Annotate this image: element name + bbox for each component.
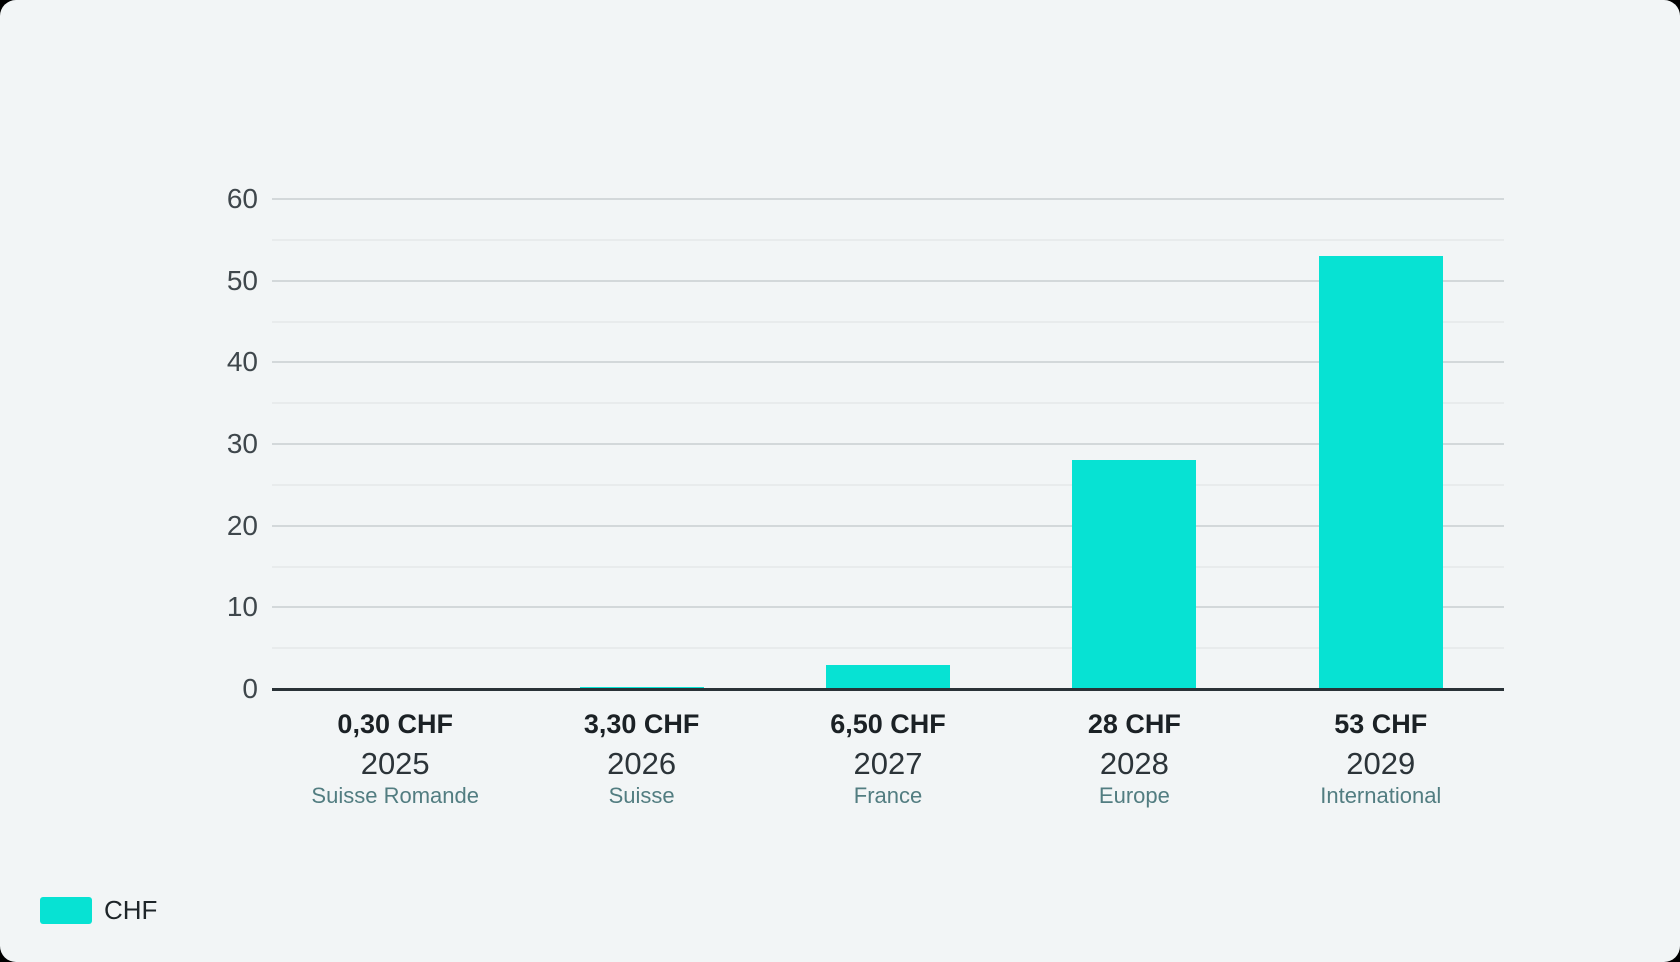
year-label: 2026 xyxy=(607,746,677,781)
y-tick-label-60: 60 xyxy=(226,183,258,214)
major-gridline-50 xyxy=(272,279,1504,282)
major-gridline-60 xyxy=(272,198,1504,200)
y-tick-label-30: 30 xyxy=(226,428,258,459)
x-label-2027: 6,50 CHF 2027 France xyxy=(765,706,1011,810)
region-label: Europe xyxy=(1098,783,1170,808)
year-label: 2028 xyxy=(1099,746,1169,781)
y-tick-label-10: 10 xyxy=(226,591,258,623)
region-label: International xyxy=(1320,783,1442,808)
y-tick-label-40: 40 xyxy=(226,346,258,378)
x-label-2026: 3,30 CHF 2026 Suisse xyxy=(518,706,764,810)
legend-label: CHF xyxy=(104,895,158,925)
legend-swatch-chf[interactable] xyxy=(40,897,92,924)
bar-value-label: 53 CHF xyxy=(1334,709,1428,739)
minor-gridline-35 xyxy=(272,402,1504,405)
legend[interactable]: CHF xyxy=(40,895,157,926)
bar-2026[interactable] xyxy=(579,686,704,689)
bar-value-label: 0,30 CHF xyxy=(337,709,453,739)
x-label-2029: 53 CHF 2029 International xyxy=(1258,706,1504,810)
major-gridline-30 xyxy=(272,443,1504,445)
minor-gridline-15 xyxy=(272,565,1504,568)
year-label: 2027 xyxy=(853,746,923,781)
region-label: France xyxy=(853,783,923,808)
bar-value-label: 6,50 CHF xyxy=(830,709,946,739)
year-label: 2025 xyxy=(360,746,430,781)
major-gridline-10 xyxy=(272,606,1504,609)
minor-gridline-55 xyxy=(272,238,1504,241)
x-label-2025: 0,30 CHF 2025 Suisse Romande xyxy=(272,706,518,810)
bar-value-label: 28 CHF xyxy=(1087,709,1181,739)
y-tick-label-50: 50 xyxy=(226,264,258,296)
minor-gridline-5 xyxy=(272,647,1504,650)
x-axis-line xyxy=(272,688,1504,691)
y-tick-label-20: 20 xyxy=(226,509,258,541)
minor-gridline-25 xyxy=(272,483,1504,486)
x-label-2028: 28 CHF 2028 Europe xyxy=(1011,706,1257,810)
minor-gridline-45 xyxy=(272,320,1504,323)
bar-2027[interactable] xyxy=(826,665,950,689)
y-tick-label-0: 0 xyxy=(242,673,258,704)
region-label: Suisse xyxy=(608,783,675,808)
major-gridline-20 xyxy=(272,524,1504,527)
bar-2029[interactable] xyxy=(1318,256,1443,689)
year-label: 2029 xyxy=(1346,746,1416,781)
bar-value-label: 3,30 CHF xyxy=(583,709,700,739)
bar-2028[interactable] xyxy=(1072,460,1197,689)
major-gridline-40 xyxy=(272,361,1504,364)
region-label: Suisse Romande xyxy=(311,783,479,808)
